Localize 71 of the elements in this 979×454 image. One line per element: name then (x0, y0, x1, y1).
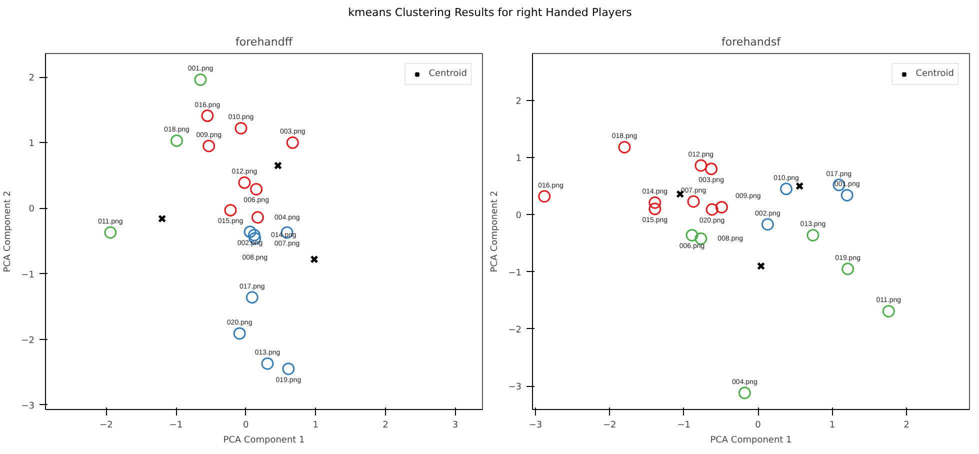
point (686, 228, 698, 242)
point (234, 122, 248, 134)
y-tick-label: −2 (508, 325, 522, 336)
point (694, 159, 708, 172)
point (201, 110, 214, 122)
x-tick-label: 2 (904, 420, 910, 430)
point (104, 226, 117, 239)
point (687, 195, 700, 208)
point (274, 162, 282, 170)
x-tick-label: 1 (829, 420, 836, 430)
x-tick-label: 0 (242, 420, 249, 430)
x-tick-label: 2 (382, 420, 388, 430)
y-tick-label: 0 (516, 211, 522, 222)
point (618, 140, 631, 154)
point (310, 255, 318, 264)
y-tick-label: −3 (21, 401, 35, 412)
point (250, 182, 263, 196)
y-tick-label: −2 (21, 336, 35, 346)
x-tick-label: −2 (603, 420, 616, 430)
x-tick-label: −1 (677, 420, 691, 430)
y-axis-title: PCA Component 2 (490, 190, 500, 272)
x-tick-label: 3 (452, 420, 458, 430)
y-tick-label: 0 (28, 204, 35, 215)
point (648, 196, 662, 209)
x-tick-label: −1 (169, 420, 183, 430)
point (170, 134, 183, 147)
point (761, 218, 774, 231)
point (246, 291, 258, 304)
point (648, 202, 662, 216)
y-tick-label: 2 (516, 96, 522, 107)
y-tick-label: −3 (508, 382, 522, 393)
text: kmeans Clustering Results for right Handed Players (348, 5, 632, 21)
x-axis-title: PCA Component 1 (710, 436, 792, 446)
point (756, 262, 766, 270)
y-tick-label: −1 (508, 268, 522, 278)
point (224, 204, 237, 216)
point (796, 182, 804, 190)
point (238, 176, 251, 189)
point (233, 327, 246, 340)
chart-title: forehandsf (722, 36, 782, 48)
point (705, 162, 718, 176)
point (158, 214, 166, 223)
point (842, 262, 854, 276)
y-tick-label: 1 (28, 139, 35, 150)
x-tick-label: −3 (528, 420, 542, 430)
point (840, 188, 854, 202)
point (282, 362, 295, 376)
point (738, 386, 751, 400)
chart-title: forehandff (236, 36, 293, 48)
point (780, 182, 792, 196)
point (882, 304, 895, 318)
legend-label: Centroid (428, 69, 467, 79)
point (286, 136, 299, 149)
point (538, 190, 551, 203)
point (806, 228, 820, 242)
y-tick-label: 2 (28, 74, 35, 84)
x-tick-label: 0 (755, 420, 762, 430)
point (706, 203, 718, 216)
legend-label: Centroid (916, 69, 954, 79)
y-tick-label: −1 (21, 270, 35, 280)
x-tick-label: −2 (100, 420, 113, 430)
point (202, 140, 216, 152)
point (261, 357, 274, 370)
x-tick-label: 1 (312, 420, 319, 430)
point (244, 226, 256, 238)
x-axis-title: PCA Component 1 (223, 436, 305, 446)
y-tick-label: 1 (516, 154, 522, 164)
point (251, 211, 264, 224)
y-axis-title: PCA Component 2 (3, 190, 14, 272)
point (194, 73, 207, 86)
point (715, 200, 728, 214)
